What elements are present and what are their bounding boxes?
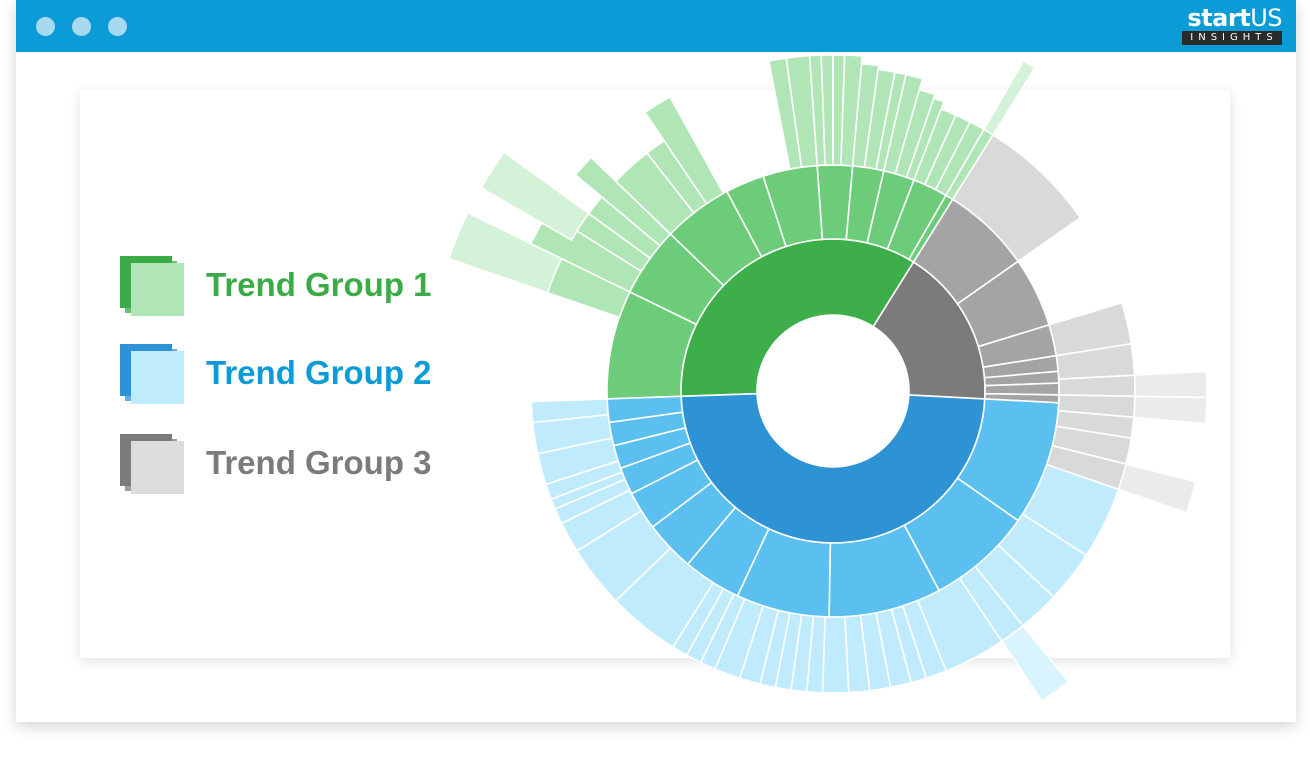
group2-ring2-segment: [606, 395, 684, 424]
group3-ring4-segment: [1117, 463, 1197, 514]
title-bar: startUS INSIGHTS: [16, 0, 1296, 52]
group2-ring4-segment: [1000, 624, 1070, 703]
window-close-button[interactable]: [36, 17, 55, 36]
legend-label: Trend Group 3: [206, 444, 432, 481]
group3-ring4-segment: [1132, 395, 1208, 425]
legend-item-group1: Trend Group 1: [120, 256, 480, 318]
logo-wordmark: startUS: [1187, 5, 1282, 31]
legend-swatch-front: [131, 351, 184, 404]
legend-label: Trend Group 1: [206, 266, 432, 303]
group1-ring3-segment: [643, 95, 725, 205]
window-maximize-button[interactable]: [108, 17, 127, 36]
legend-label: Trend Group 2: [206, 354, 432, 391]
legend-item-group2: Trend Group 2: [120, 344, 480, 406]
group1-ring4-segment: [982, 59, 1037, 136]
logo-tagline: INSIGHTS: [1182, 31, 1282, 45]
legend-swatch-front: [131, 263, 184, 316]
startus-insights-logo: startUS INSIGHTS: [1180, 5, 1282, 47]
group3-ring3-segment: [951, 133, 1082, 263]
window-minimize-button[interactable]: [72, 17, 91, 36]
group3-ring4-segment: [1133, 370, 1208, 399]
legend-item-group3: Trend Group 3: [120, 434, 480, 496]
logo-word-us: US: [1250, 4, 1282, 32]
legend-swatch-front: [131, 441, 184, 494]
sunburst-center-hole: [757, 315, 909, 467]
group2-ring3-segment: [821, 615, 850, 694]
group3-ring3-segment: [1057, 374, 1136, 398]
logo-word-start: start: [1187, 4, 1251, 32]
